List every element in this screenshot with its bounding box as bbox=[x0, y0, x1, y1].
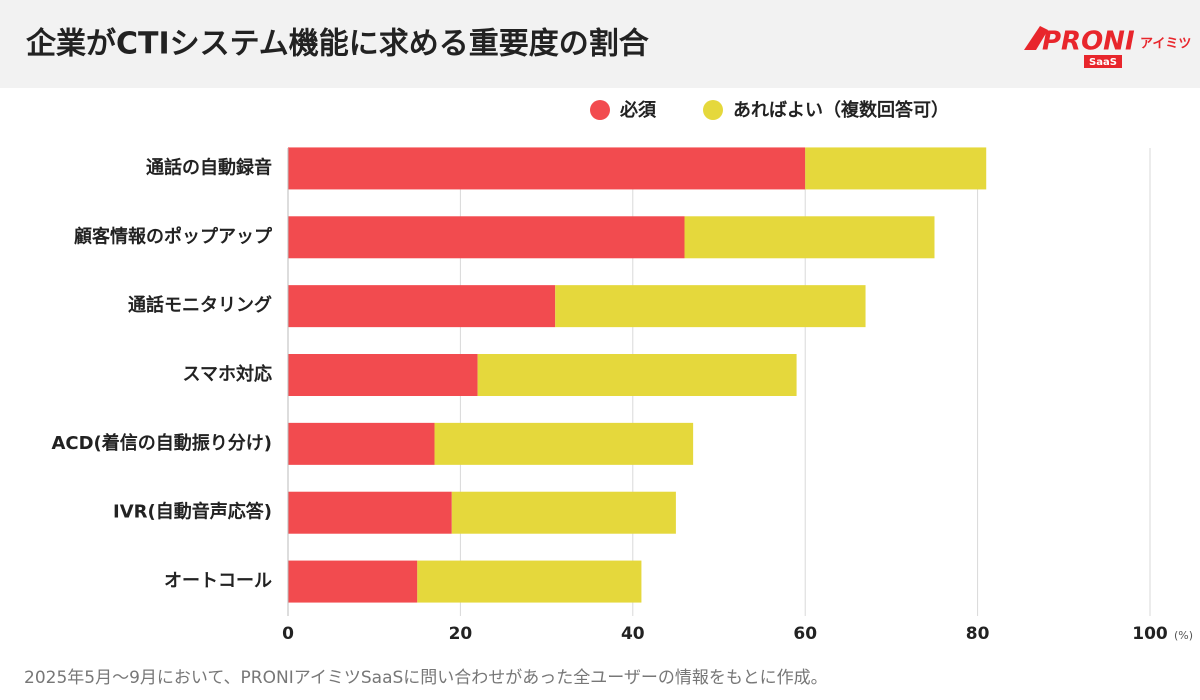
legend-label: あればよい（複数回答可） bbox=[733, 99, 949, 121]
bar-segment bbox=[288, 216, 685, 259]
logo-badge: SaaS bbox=[1089, 57, 1117, 68]
bar-segment bbox=[434, 422, 694, 465]
bar-segment bbox=[288, 422, 435, 465]
logo-text: PRONI bbox=[1042, 27, 1135, 57]
x-tick-label: 0 bbox=[282, 624, 294, 644]
y-tick-label: スマホ対応 bbox=[183, 363, 272, 385]
x-tick-label: 100 bbox=[1132, 624, 1168, 644]
legend-label: 必須 bbox=[619, 99, 657, 121]
bar-segment bbox=[417, 560, 642, 603]
y-tick-label: ACD(着信の自動振り分け) bbox=[51, 432, 272, 454]
legend-swatch bbox=[590, 100, 610, 120]
bar-segment bbox=[451, 491, 676, 534]
bar-segment bbox=[555, 285, 866, 328]
y-tick-label: 通話の自動録音 bbox=[146, 156, 272, 178]
y-tick-label: オートコール bbox=[164, 571, 272, 592]
bar-segment bbox=[684, 216, 935, 259]
x-unit: (%) bbox=[1174, 629, 1193, 642]
bar-segment bbox=[288, 285, 556, 328]
x-tick-label: 20 bbox=[449, 624, 473, 644]
chart-title: 企業がCTIシステム機能に求める重要度の割合 bbox=[26, 27, 649, 62]
y-tick-label: 顧客情報のポップアップ bbox=[74, 225, 273, 247]
bar-segment bbox=[288, 491, 452, 534]
bar-segment bbox=[288, 147, 806, 190]
footnote: 2025年5月〜9月において、PRONIアイミツSaaSに問い合わせがあった全ユ… bbox=[24, 668, 828, 688]
bar-segment bbox=[288, 354, 478, 396]
bar-segment bbox=[477, 354, 797, 396]
x-tick-label: 80 bbox=[966, 624, 990, 644]
bar-segment bbox=[288, 560, 418, 603]
logo-icon bbox=[1024, 26, 1048, 50]
y-tick-label: IVR(自動音声応答) bbox=[113, 501, 272, 523]
x-tick-label: 40 bbox=[621, 624, 645, 644]
bar-segment bbox=[805, 147, 987, 190]
logo: PRONI アイミツ SaaS bbox=[1024, 26, 1191, 68]
header-band bbox=[0, 0, 1200, 88]
y-tick-label: 通話モニタリング bbox=[128, 294, 272, 316]
logo-badge-bg bbox=[1084, 55, 1122, 68]
logo-sub: アイミツ bbox=[1140, 37, 1191, 52]
legend-swatch bbox=[703, 100, 723, 120]
x-tick-label: 60 bbox=[793, 624, 817, 644]
